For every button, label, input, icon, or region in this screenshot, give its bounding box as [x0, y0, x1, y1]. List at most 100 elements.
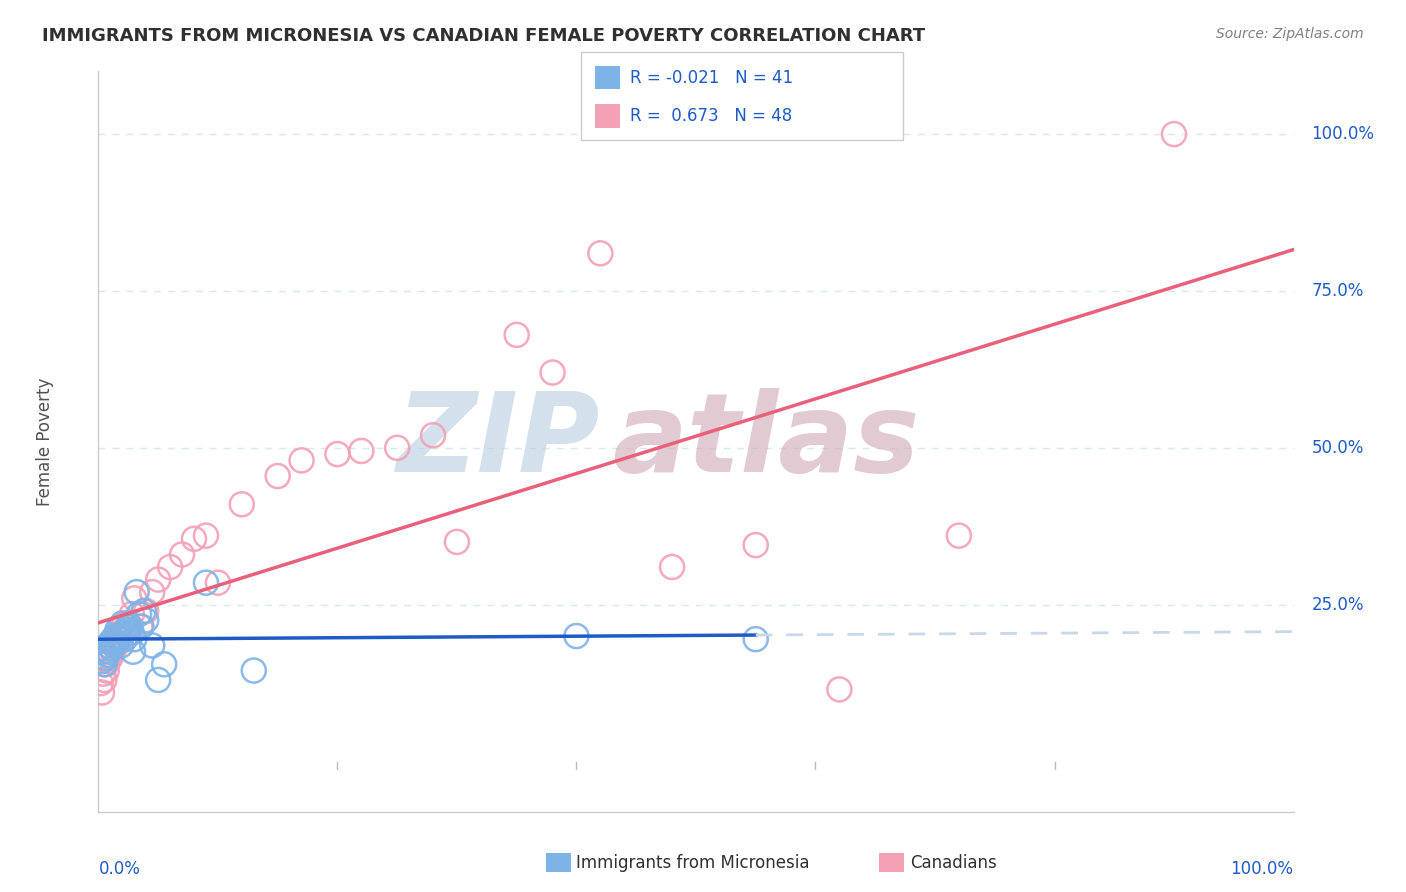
- Text: 100.0%: 100.0%: [1230, 860, 1294, 878]
- Point: [115, 623, 138, 637]
- Point: [506, 327, 529, 342]
- Point: [97, 654, 120, 668]
- Point: [446, 535, 468, 549]
- Point: [93, 657, 115, 672]
- Point: [159, 560, 181, 574]
- Point: [98, 648, 121, 662]
- Text: Source: ZipAtlas.com: Source: ZipAtlas.com: [1216, 27, 1364, 41]
- Point: [148, 573, 170, 587]
- Point: [120, 620, 142, 634]
- Point: [111, 620, 134, 634]
- Point: [105, 635, 128, 649]
- Point: [385, 441, 409, 455]
- Point: [108, 629, 131, 643]
- Text: R = -0.021   N = 41: R = -0.021 N = 41: [630, 69, 793, 87]
- Text: 0.0%: 0.0%: [98, 860, 141, 878]
- Point: [422, 428, 444, 442]
- Point: [108, 632, 131, 647]
- Point: [291, 453, 314, 467]
- Point: [90, 641, 112, 656]
- Point: [98, 645, 121, 659]
- Point: [118, 626, 141, 640]
- Point: [114, 632, 136, 647]
- Text: Female Poverty: Female Poverty: [35, 377, 53, 506]
- Point: [91, 685, 114, 699]
- Point: [117, 620, 139, 634]
- Point: [745, 632, 768, 647]
- Point: [745, 538, 768, 552]
- Point: [125, 585, 148, 599]
- Point: [121, 607, 143, 621]
- Point: [661, 560, 683, 574]
- Point: [104, 632, 127, 647]
- Point: [565, 629, 588, 643]
- Point: [172, 548, 194, 562]
- Point: [107, 623, 129, 637]
- Point: [115, 629, 138, 643]
- Text: Canadians: Canadians: [910, 854, 997, 871]
- Point: [326, 447, 349, 461]
- Point: [114, 616, 136, 631]
- Point: [107, 629, 129, 643]
- Text: R =  0.673   N = 48: R = 0.673 N = 48: [630, 107, 792, 125]
- Point: [112, 626, 135, 640]
- Text: IMMIGRANTS FROM MICRONESIA VS CANADIAN FEMALE POVERTY CORRELATION CHART: IMMIGRANTS FROM MICRONESIA VS CANADIAN F…: [42, 27, 925, 45]
- Point: [103, 639, 125, 653]
- Point: [132, 604, 155, 618]
- Point: [183, 532, 205, 546]
- Point: [100, 641, 122, 656]
- Point: [111, 616, 134, 631]
- Point: [121, 626, 143, 640]
- Point: [96, 648, 118, 662]
- Point: [91, 645, 114, 659]
- Point: [97, 639, 120, 653]
- Text: 100.0%: 100.0%: [1312, 125, 1375, 143]
- Point: [948, 529, 970, 543]
- Point: [94, 657, 117, 672]
- Point: [117, 616, 139, 631]
- Point: [135, 604, 157, 618]
- Point: [100, 641, 122, 656]
- Point: [101, 645, 124, 659]
- Text: 25.0%: 25.0%: [1312, 596, 1364, 614]
- Point: [195, 575, 218, 590]
- Point: [94, 651, 117, 665]
- Point: [107, 623, 129, 637]
- Point: [104, 629, 127, 643]
- Text: atlas: atlas: [613, 388, 920, 495]
- Point: [243, 664, 266, 678]
- Point: [110, 626, 132, 640]
- Point: [110, 639, 132, 653]
- Point: [207, 575, 229, 590]
- Point: [131, 620, 153, 634]
- Point: [91, 666, 114, 681]
- Point: [124, 591, 146, 606]
- Point: [107, 632, 129, 647]
- Point: [1163, 127, 1185, 141]
- Point: [90, 676, 112, 690]
- Point: [105, 639, 128, 653]
- Text: Immigrants from Micronesia: Immigrants from Micronesia: [576, 854, 810, 871]
- Point: [231, 497, 253, 511]
- Point: [195, 529, 218, 543]
- Text: 50.0%: 50.0%: [1312, 439, 1364, 457]
- Point: [124, 632, 146, 647]
- Point: [589, 246, 612, 260]
- Point: [98, 651, 122, 665]
- Point: [128, 607, 150, 621]
- Point: [141, 639, 163, 653]
- Point: [122, 645, 145, 659]
- Point: [828, 682, 851, 697]
- Point: [98, 635, 122, 649]
- Point: [101, 632, 124, 647]
- Point: [96, 664, 118, 678]
- Point: [153, 657, 176, 672]
- Point: [103, 639, 125, 653]
- Text: ZIP: ZIP: [396, 388, 600, 495]
- Point: [541, 366, 564, 380]
- Point: [135, 613, 157, 627]
- Point: [129, 620, 152, 634]
- Point: [141, 585, 163, 599]
- Point: [350, 444, 373, 458]
- Point: [93, 673, 115, 687]
